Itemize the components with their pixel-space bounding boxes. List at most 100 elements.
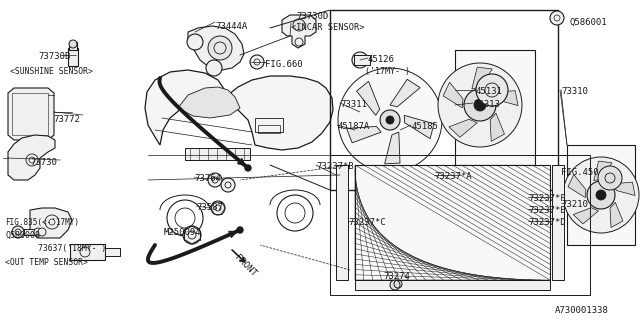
Polygon shape [145,70,333,150]
Bar [12,93,48,135]
Text: 73764: 73764 [194,174,221,183]
Circle shape [438,63,522,147]
Polygon shape [573,208,598,224]
Text: Q580008: Q580008 [5,231,40,240]
Text: FIG.450: FIG.450 [561,168,598,177]
Text: <SUNSHINE SENSOR>: <SUNSHINE SENSOR> [10,67,93,76]
Text: 73274: 73274 [383,272,410,281]
Text: 73313: 73313 [473,100,500,109]
Bar [255,118,283,132]
Bar [105,248,120,256]
Circle shape [187,34,203,50]
Text: 73237*D: 73237*D [528,218,566,227]
Text: <INCAR SENSOR>: <INCAR SENSOR> [291,23,365,32]
Bar [70,244,105,260]
Circle shape [38,228,46,236]
Polygon shape [594,161,612,181]
Polygon shape [472,67,492,89]
Text: 73730B: 73730B [38,52,70,61]
Circle shape [245,165,251,171]
Circle shape [598,166,622,190]
Text: 45126: 45126 [368,55,395,64]
Polygon shape [188,26,244,70]
Text: 73444A: 73444A [215,22,247,31]
Bar [330,10,558,190]
Circle shape [250,55,264,69]
Text: 73730D: 73730D [296,12,328,21]
Circle shape [69,40,77,48]
Bar [24,229,38,235]
Text: 45131: 45131 [476,87,503,96]
Circle shape [352,52,368,68]
Text: 45187A: 45187A [337,122,369,131]
Polygon shape [443,82,463,108]
Circle shape [476,74,508,106]
Circle shape [237,227,243,233]
Bar [330,155,590,295]
Polygon shape [8,88,54,140]
Circle shape [596,190,606,200]
Text: 73310: 73310 [561,87,588,96]
Text: 73637('18MY- ): 73637('18MY- ) [38,244,106,253]
Circle shape [12,226,24,238]
Bar [455,50,535,165]
Bar [69,42,77,50]
Text: 73772: 73772 [53,115,80,124]
Polygon shape [385,132,400,164]
Text: 73237*E: 73237*E [528,206,566,215]
Circle shape [208,173,222,187]
Polygon shape [404,116,434,139]
Polygon shape [356,81,380,116]
Bar [185,148,250,160]
Circle shape [587,181,615,209]
Polygon shape [490,113,504,141]
Bar [355,280,550,290]
Text: FRONT: FRONT [233,253,259,278]
Polygon shape [8,135,55,180]
Text: 73587: 73587 [196,203,223,212]
Text: 73237*F: 73237*F [528,194,566,203]
Text: A730001338: A730001338 [555,306,609,315]
Polygon shape [612,182,635,196]
Circle shape [221,178,235,192]
Bar [258,125,280,133]
Bar [552,165,564,280]
Circle shape [338,68,442,172]
Text: 73210: 73210 [561,200,588,209]
Circle shape [206,60,222,76]
Circle shape [211,201,225,215]
Polygon shape [347,126,381,143]
Bar [354,55,370,65]
Polygon shape [568,175,586,197]
Circle shape [208,36,232,60]
Polygon shape [493,91,518,106]
Polygon shape [30,208,72,238]
Text: M250094: M250094 [164,228,202,237]
Text: Q586001: Q586001 [570,18,607,27]
Bar [355,165,550,280]
Polygon shape [390,79,420,107]
Text: 45185: 45185 [411,122,438,131]
Circle shape [550,11,564,25]
Circle shape [464,89,496,121]
Text: 73730: 73730 [30,158,57,167]
Text: 73237*A: 73237*A [434,172,472,181]
Circle shape [390,280,400,290]
Text: 73237*C: 73237*C [348,218,386,227]
Bar [336,165,348,280]
Polygon shape [178,87,240,118]
Circle shape [293,19,305,31]
Text: 73311: 73311 [340,100,367,109]
Polygon shape [449,119,477,137]
Text: FIG.660: FIG.660 [265,60,303,69]
Circle shape [34,228,42,236]
Text: 73237*B: 73237*B [316,162,354,171]
Circle shape [380,110,400,130]
Circle shape [386,116,394,124]
Polygon shape [610,202,623,228]
Circle shape [563,157,639,233]
Text: <OUT TEMP SENSOR>: <OUT TEMP SENSOR> [5,258,88,267]
Circle shape [183,226,201,244]
Text: ('17MY- ): ('17MY- ) [365,67,410,76]
Circle shape [474,99,486,111]
